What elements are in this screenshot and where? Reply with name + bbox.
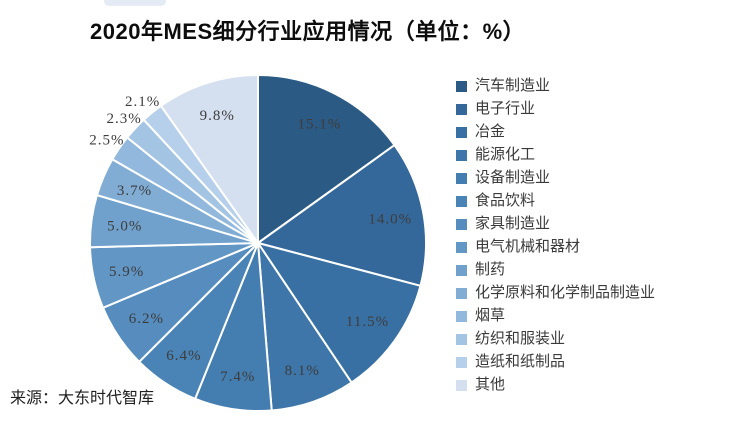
legend-swatch-icon bbox=[456, 357, 467, 368]
legend-item: 能源化工 bbox=[456, 148, 655, 163]
pie-label-4: 8.1% bbox=[285, 363, 320, 379]
chart-title: 2020年MES细分行业应用情况（单位：%） bbox=[90, 19, 526, 44]
legend-item: 造纸和纸制品 bbox=[456, 355, 655, 370]
legend-swatch-icon bbox=[456, 380, 467, 391]
pie-label-8: 5.9% bbox=[109, 264, 144, 280]
legend-swatch-icon bbox=[456, 311, 467, 322]
legend-label: 食品饮料 bbox=[475, 193, 536, 209]
legend-label: 汽车制造业 bbox=[475, 78, 551, 94]
pie-label-1: 15.1% bbox=[298, 116, 342, 132]
legend-item: 汽车制造业 bbox=[456, 79, 655, 94]
legend-label: 其他 bbox=[475, 377, 506, 393]
legend-item: 冶金 bbox=[456, 125, 655, 140]
legend-item: 食品饮料 bbox=[456, 194, 655, 209]
legend-swatch-icon bbox=[456, 242, 467, 253]
pie-label-11: 2.5% bbox=[89, 133, 124, 149]
pie-labels: 15.1% 14.0% 11.5% 8.1% 7.4% 6.4% 6.2% 5.9% 5.0% 3… bbox=[89, 94, 412, 385]
legend-label: 能源化工 bbox=[475, 147, 536, 163]
pie-label-9: 5.0% bbox=[107, 218, 142, 234]
legend-swatch-icon bbox=[456, 127, 467, 138]
legend-swatch-icon bbox=[456, 288, 467, 299]
source-note: 来源：大东时代智库 bbox=[10, 390, 155, 407]
legend-label: 家具制造业 bbox=[475, 216, 551, 232]
legend-label: 电气机械和器材 bbox=[475, 239, 581, 255]
pie-label-12: 2.3% bbox=[106, 111, 141, 127]
pie-slice-1 bbox=[257, 74, 396, 244]
pie-slice-2 bbox=[257, 144, 427, 287]
pie-slice-14 bbox=[159, 74, 259, 244]
legend-swatch-icon bbox=[456, 104, 467, 115]
legend-item: 设备制造业 bbox=[456, 171, 655, 186]
legend-label: 纺织和服装业 bbox=[475, 331, 566, 347]
legend-label: 设备制造业 bbox=[475, 170, 551, 186]
legend-label: 冶金 bbox=[475, 124, 506, 140]
legend-swatch-icon bbox=[456, 265, 467, 276]
legend-item: 烟草 bbox=[456, 309, 655, 324]
legend-item: 纺织和服装业 bbox=[456, 332, 655, 347]
legend-swatch-icon bbox=[456, 196, 467, 207]
legend-swatch-icon bbox=[456, 150, 467, 161]
pie-label-5: 7.4% bbox=[220, 369, 255, 385]
pie-label-3: 11.5% bbox=[346, 314, 389, 330]
pie-label-13: 2.1% bbox=[125, 94, 160, 110]
legend-item: 家具制造业 bbox=[456, 217, 655, 232]
legend-item: 电子行业 bbox=[456, 102, 655, 117]
pie-label-6: 6.4% bbox=[166, 348, 201, 364]
legend-swatch-icon bbox=[456, 173, 467, 184]
legend-swatch-icon bbox=[456, 219, 467, 230]
pie-label-14: 9.8% bbox=[200, 108, 235, 124]
legend-item: 其他 bbox=[456, 378, 655, 393]
pie-slice-3 bbox=[257, 242, 422, 384]
legend-label: 化学原料和化学制品制造业 bbox=[475, 285, 656, 301]
legend-swatch-icon bbox=[456, 334, 467, 345]
legend-swatch-icon bbox=[456, 81, 467, 92]
pie-slices bbox=[89, 74, 427, 412]
pie-label-10: 3.7% bbox=[117, 183, 152, 199]
legend-label: 烟草 bbox=[475, 308, 506, 324]
legend-item: 化学原料和化学制品制造业 bbox=[456, 286, 655, 301]
legend: 汽车制造业电子行业冶金能源化工设备制造业食品饮料家具制造业电气机械和器材 制药化学… bbox=[456, 79, 655, 393]
legend-label: 制药 bbox=[475, 262, 506, 278]
legend-label: 电子行业 bbox=[475, 101, 536, 117]
pie-label-2: 14.0% bbox=[368, 212, 412, 228]
legend-item: 电气机械和器材 bbox=[456, 240, 655, 255]
pie-label-7: 6.2% bbox=[129, 311, 164, 327]
legend-item: 制药 bbox=[456, 263, 655, 278]
legend-label: 造纸和纸制品 bbox=[475, 354, 566, 370]
cropped-ui-artifact bbox=[104, 0, 166, 6]
